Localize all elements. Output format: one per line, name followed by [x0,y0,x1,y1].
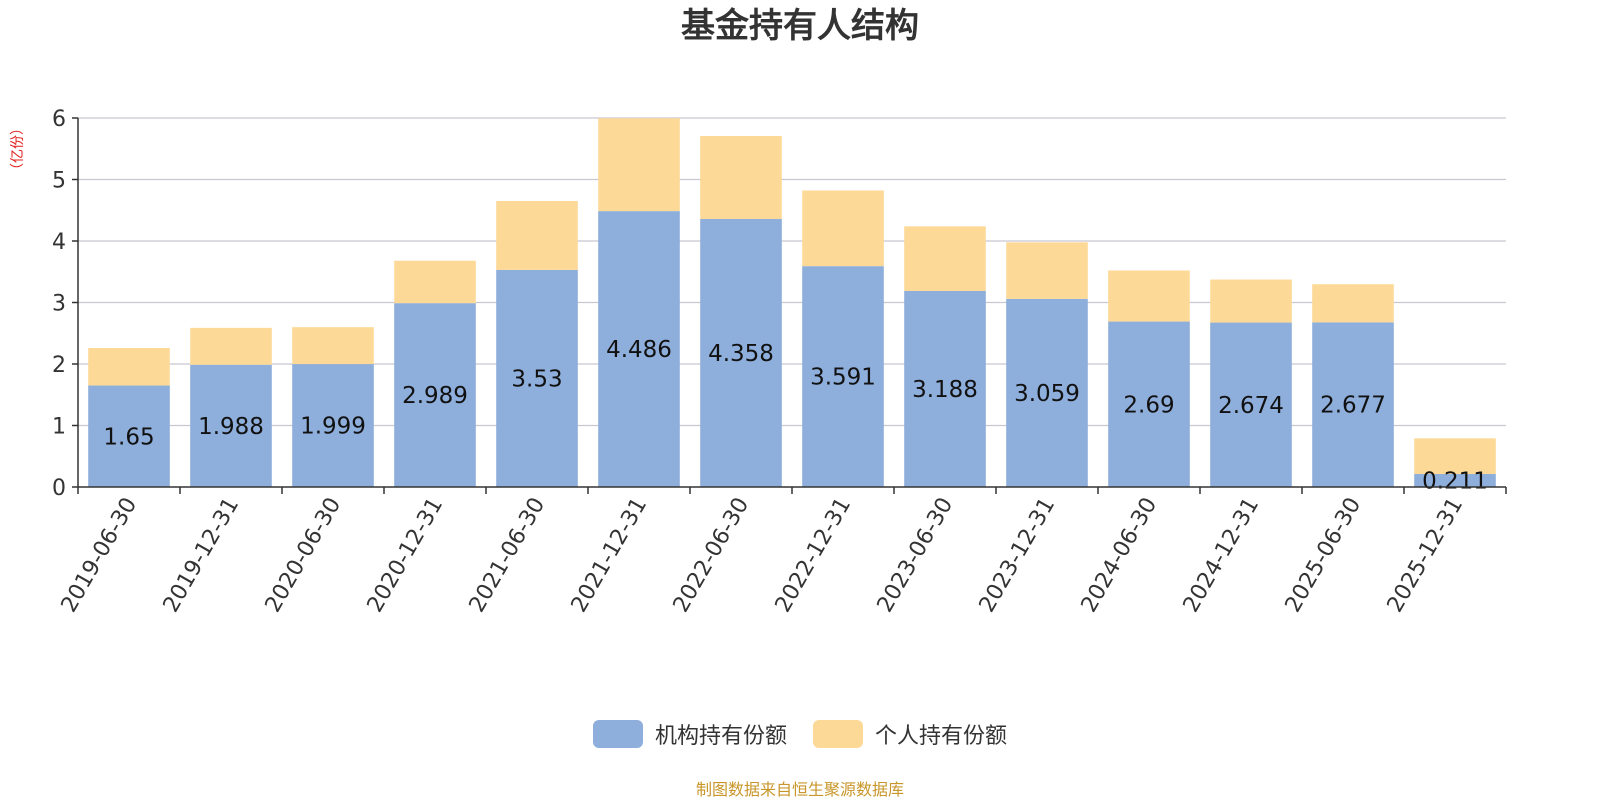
y-tick-label: 5 [52,169,66,194]
bar-individual [1006,242,1088,299]
x-tick-label: 2024-06-30 [1077,494,1163,617]
bar-institutional [904,290,986,487]
legend-label-institutional: 机构持有份额 [654,724,787,749]
bar-institutional [1312,322,1394,487]
data-label-institutional: 3.53 [511,366,562,392]
x-tick-label: 2021-12-31 [567,494,653,617]
bar-individual [394,260,476,304]
x-tick-label: 2025-06-30 [1281,494,1367,617]
data-label-institutional: 1.999 [300,414,366,440]
data-label-institutional: 2.677 [1320,393,1386,419]
bar-individual [1312,284,1394,323]
bar-individual [904,226,986,291]
data-label-institutional: 3.188 [912,377,978,403]
source-note: 制图数据来自恒生聚源数据库 [695,780,904,799]
bar-individual [190,327,272,365]
y-tick-label: 6 [52,107,66,132]
bar-individual [1108,270,1190,322]
bar-series [88,118,1496,487]
bar-institutional [1108,321,1190,487]
y-tick-label: 3 [52,292,66,317]
bar-institutional [598,211,680,487]
chart-title: 基金持有人结构 [681,6,919,46]
x-tick-label: 2019-12-31 [159,494,245,617]
x-tick-label: 2023-12-31 [975,494,1061,617]
x-tick-label: 2020-12-31 [363,494,449,617]
data-label-institutional: 0.211 [1422,469,1488,495]
bar-institutional [190,364,272,487]
bar-institutional [700,218,782,487]
data-label-institutional: 4.358 [708,341,774,367]
bar-individual [496,201,578,270]
y-tick-label: 0 [52,476,66,501]
x-tick-label: 2022-12-31 [771,494,857,617]
bar-individual [88,348,170,386]
bar-institutional [1006,298,1088,487]
y-axis-unit-text: （亿份） [10,124,26,174]
x-tick-label: 2025-12-31 [1383,494,1469,617]
bar-institutional [802,266,884,487]
x-tick-label: 2020-06-30 [261,494,347,617]
legend-label-individual: 个人持有份额 [875,724,1008,749]
x-tick-label: 2024-12-31 [1179,494,1265,617]
bar-individual [700,135,782,219]
bar-institutional [88,385,170,487]
bar-institutional [1414,474,1496,487]
data-label-institutional: 1.65 [103,424,154,450]
data-label-institutional: 4.486 [606,337,672,363]
legend-item-individual[interactable]: 个人持有份额 [813,718,1007,750]
y-axis-unit-label: （亿份） [10,124,26,174]
data-label-institutional: 3.591 [810,365,876,391]
legend: 机构持有份额 个人持有份额 [0,718,1600,750]
y-tick-label: 4 [52,230,66,255]
bar-institutional [1210,322,1292,487]
legend-swatch-individual [813,720,863,748]
data-labels: 1.65 1.988 1.999 2.989 3.53 4.486 4.358 3.591 3.… [103,337,1488,494]
legend-item-institutional[interactable]: 机构持有份额 [592,718,787,750]
bar-individual [292,327,374,365]
x-tick-label: 2023-06-30 [873,494,959,617]
y-tick-label: 1 [52,415,66,440]
bar-individual [1414,438,1496,475]
data-label-institutional: 3.059 [1014,381,1080,407]
data-label-institutional: 2.674 [1218,393,1284,419]
bar-institutional [496,269,578,487]
bar-institutional [292,364,374,487]
data-label-institutional: 1.988 [198,414,264,440]
bar-individual [1210,279,1292,323]
chart-plot-area: 1.65 1.988 1.999 2.989 3.53 4.486 4.358 3.591 3.… [52,107,1507,617]
x-tick-label: 2019-06-30 [57,494,143,617]
bar-institutional [394,303,476,487]
data-label-institutional: 2.69 [1123,392,1174,418]
legend-swatch-institutional [592,720,643,748]
y-tick-label: 2 [52,353,66,378]
bar-individual [802,190,884,267]
bar-individual [598,118,680,212]
x-tick-label: 2022-06-30 [669,494,755,617]
x-tick-label: 2021-06-30 [465,494,551,617]
data-label-institutional: 2.989 [402,383,468,409]
